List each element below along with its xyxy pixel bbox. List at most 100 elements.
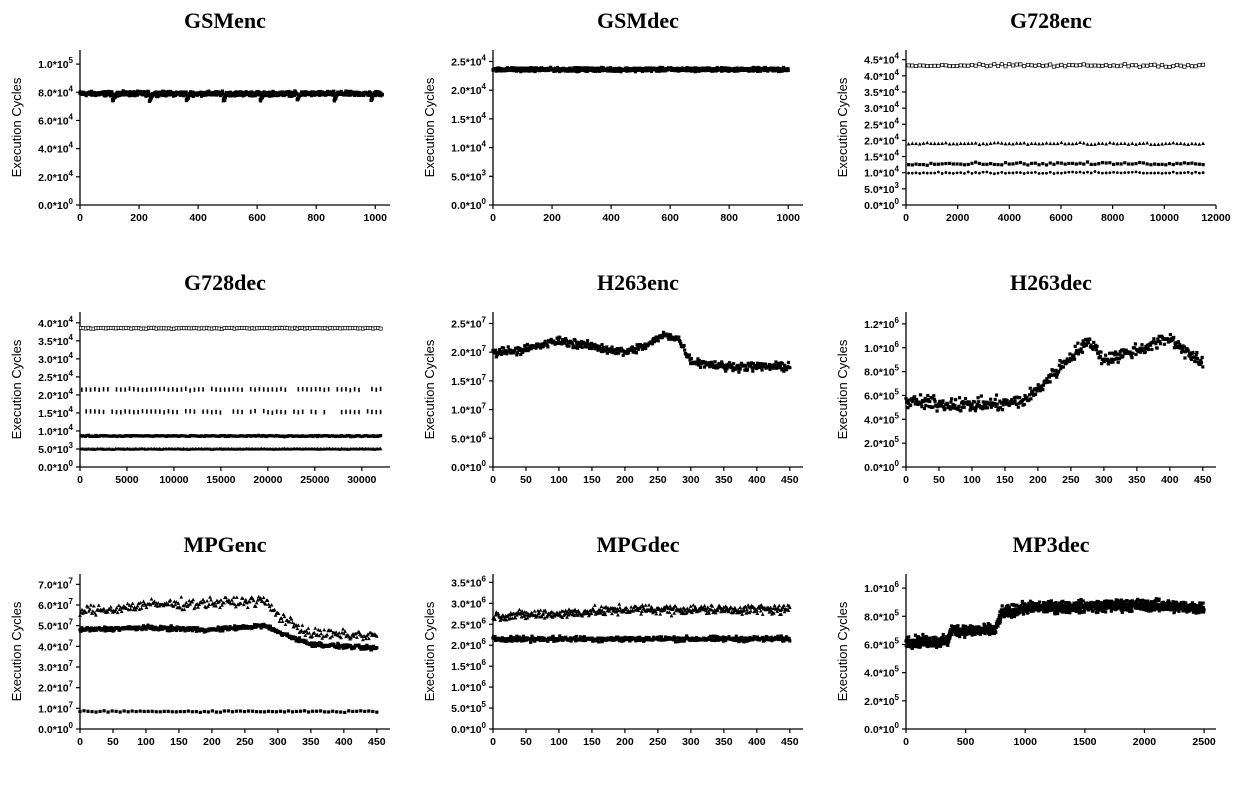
data-point (293, 409, 295, 414)
data-point (184, 600, 189, 605)
data-point (936, 162, 941, 166)
data-point (306, 387, 308, 392)
data-point (1160, 162, 1164, 166)
data-point (969, 405, 973, 410)
y-axis-label: Execution Cycles (422, 601, 437, 701)
data-point (361, 637, 365, 642)
data-point (269, 603, 274, 607)
data-point (782, 363, 787, 367)
series-2 (78, 622, 379, 652)
y-tick-label: 4.0*107 (38, 638, 73, 653)
data-point (970, 62, 974, 67)
data-point (242, 709, 247, 714)
axes (905, 50, 1216, 206)
data-point (1162, 342, 1167, 346)
data-point (1155, 346, 1159, 350)
data-point (252, 625, 256, 629)
data-point (973, 400, 977, 404)
data-point (243, 93, 247, 97)
data-point (228, 387, 230, 392)
data-point (613, 348, 617, 352)
x-tick-label: 0 (490, 736, 496, 748)
data-point (195, 93, 199, 97)
data-point (1056, 161, 1060, 165)
data-point (183, 603, 188, 607)
x-tick-label: 450 (1194, 474, 1212, 486)
data-point (977, 161, 982, 166)
chart-title: MPGdec (596, 532, 679, 557)
data-point (158, 710, 162, 714)
data-point (752, 366, 756, 370)
data-point (315, 632, 320, 637)
data-point (162, 709, 166, 713)
data-point (214, 710, 218, 714)
data-point (332, 99, 337, 103)
data-point (137, 607, 142, 611)
data-point (661, 65, 665, 70)
data-point (912, 395, 917, 399)
data-point (276, 611, 281, 615)
x-tick-label: 300 (269, 736, 287, 748)
data-point (513, 348, 517, 353)
data-point (1191, 350, 1195, 355)
data-point (1156, 162, 1160, 167)
data-point (355, 635, 359, 639)
data-point (267, 410, 269, 415)
data-point (1152, 337, 1156, 341)
data-point (316, 627, 321, 632)
data-point (206, 604, 210, 608)
x-tick-label: 400 (335, 736, 353, 748)
data-point (91, 604, 96, 608)
chart-title: MPGenc (183, 532, 266, 557)
data-point (1063, 141, 1068, 146)
data-point (937, 170, 940, 174)
data-point (1033, 170, 1037, 174)
data-point (929, 171, 933, 175)
data-point (1082, 342, 1087, 346)
axes (79, 574, 390, 730)
data-point (141, 387, 144, 393)
data-point (936, 141, 941, 146)
data-point (330, 634, 335, 638)
data-point (959, 409, 963, 413)
data-point (1044, 63, 1049, 68)
data-point (576, 346, 580, 350)
data-point (108, 604, 113, 609)
data-point (906, 142, 911, 146)
y-tick-label: 5.0*103 (38, 441, 73, 456)
data-point (167, 387, 170, 392)
data-point (1126, 162, 1131, 166)
data-point (1197, 142, 1202, 146)
data-point (147, 92, 151, 97)
data-point (293, 635, 298, 640)
chart-title: H263enc (597, 270, 679, 295)
data-point (133, 410, 135, 415)
data-point (683, 348, 687, 352)
data-point (958, 141, 963, 146)
data-point (575, 343, 579, 348)
data-point (751, 362, 756, 366)
data-point (973, 141, 978, 145)
data-point (159, 409, 161, 414)
data-point (334, 630, 339, 634)
data-point (1011, 63, 1015, 68)
data-point (584, 344, 588, 348)
data-point (283, 622, 288, 626)
y-tick-label: 1.5*107 (451, 373, 486, 388)
data-point (543, 339, 547, 343)
data-point (271, 387, 274, 392)
data-point (1113, 353, 1117, 357)
data-point (1134, 170, 1138, 174)
x-tick-label: 600 (248, 212, 266, 224)
data-point (564, 339, 568, 343)
data-point (1023, 393, 1027, 398)
data-point (605, 345, 609, 349)
data-point (583, 342, 587, 346)
data-point (1093, 63, 1097, 68)
data-point (150, 709, 154, 713)
data-point (310, 409, 313, 414)
data-point (209, 597, 213, 602)
data-point (175, 605, 180, 610)
